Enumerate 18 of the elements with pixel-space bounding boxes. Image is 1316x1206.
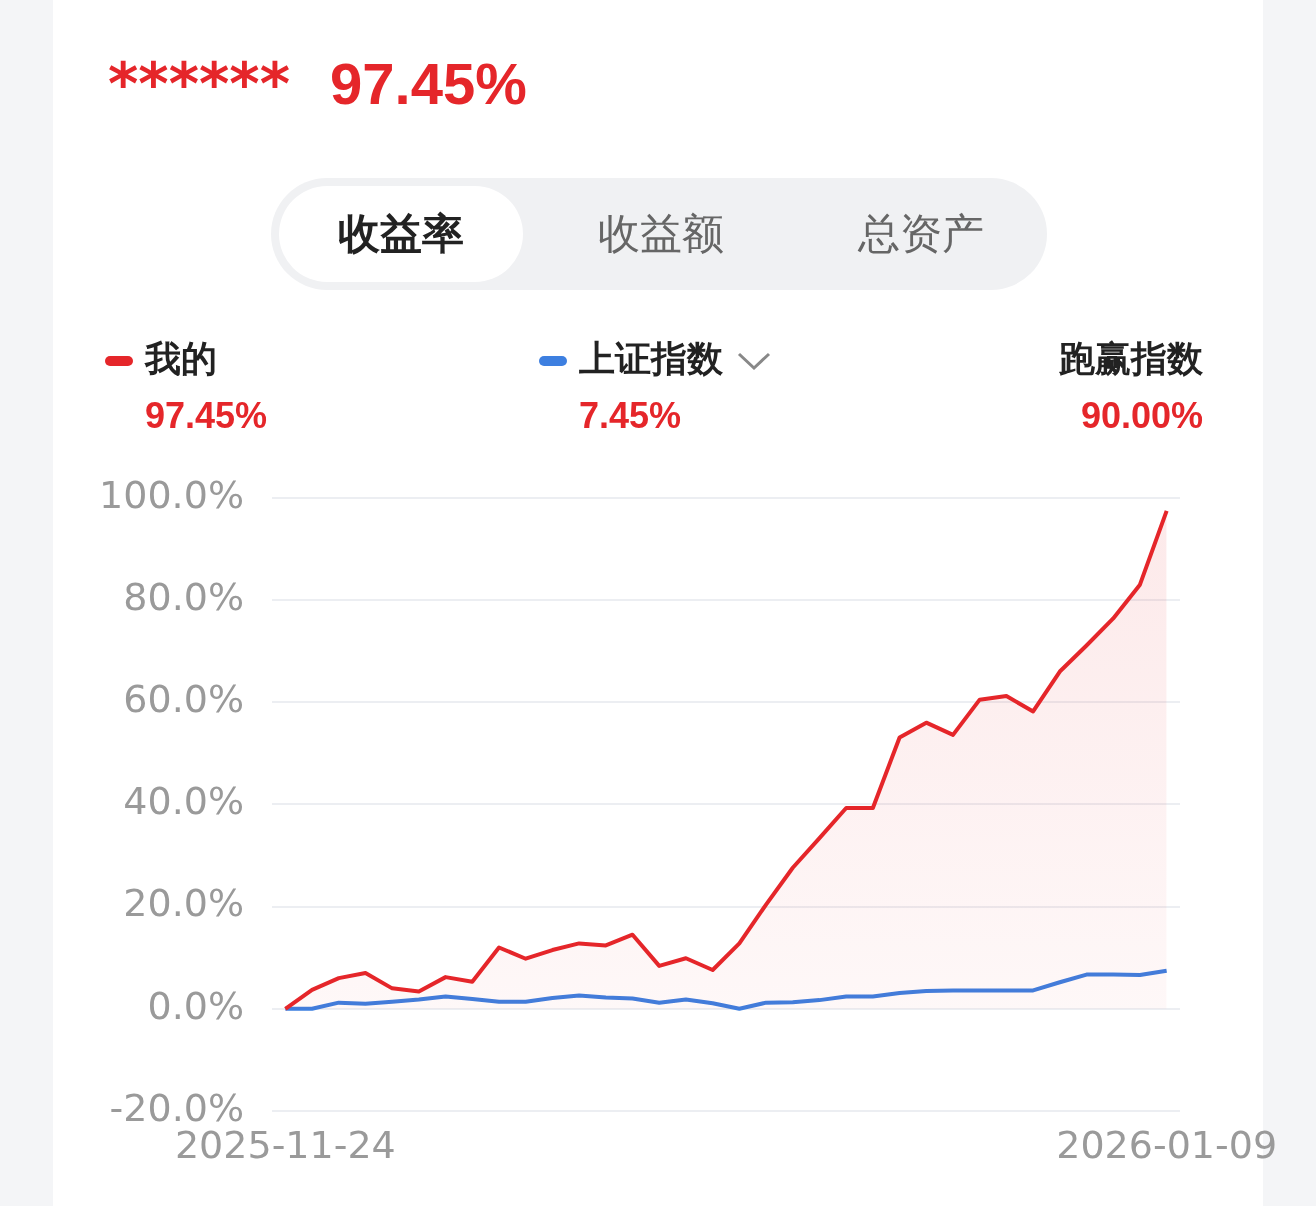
y-tick-label: 60.0% xyxy=(123,677,244,722)
chart-subtitle: 97.45% xyxy=(330,51,527,116)
text: 收益额 xyxy=(597,208,725,260)
y-tick-label: 40.0% xyxy=(123,779,244,824)
legend-label: 上证指数 xyxy=(578,337,724,381)
text: 97.45% xyxy=(145,395,268,437)
text: 收益率 xyxy=(279,186,523,282)
legend-label: 我的 xyxy=(143,337,217,381)
chart-title: ****** xyxy=(108,50,290,118)
y-tick-label: 0.0% xyxy=(147,983,244,1028)
text: 总资产 xyxy=(857,208,985,260)
text: 90.00% xyxy=(1080,395,1203,437)
text: 跑赢指数 xyxy=(1059,337,1203,381)
y-tick-label: 20.0% xyxy=(123,881,244,926)
x-tick-label: 2026-01-09 xyxy=(1056,1122,1278,1167)
text: 7.45% xyxy=(579,395,682,437)
y-tick-label: 100.0% xyxy=(99,472,244,517)
y-tick-label: 80.0% xyxy=(123,574,244,619)
